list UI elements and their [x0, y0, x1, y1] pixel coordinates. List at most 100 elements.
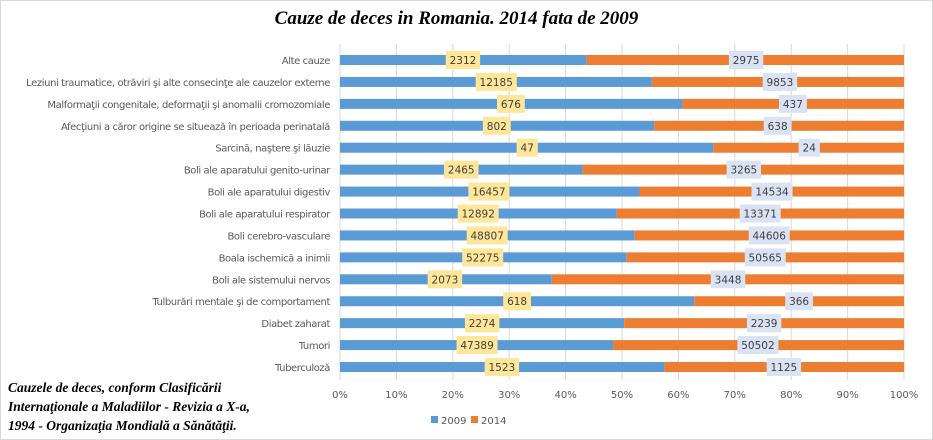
data-label-2009: 12892	[461, 209, 494, 221]
data-label-bg-2009	[457, 204, 499, 223]
category-label: Sarcină, naştere şi lăuzie	[215, 144, 330, 155]
data-label-2014: 1125	[771, 362, 798, 374]
data-label-bg-2014	[751, 182, 793, 201]
chart-title-text: Cauze de deces in Romania. 2014 fata de …	[274, 8, 639, 29]
x-tick-label: 30%	[498, 390, 520, 401]
x-tick-label: 80%	[780, 390, 802, 401]
x-tick-label: 20%	[442, 390, 464, 401]
bars	[340, 55, 904, 373]
x-tick-label: 10%	[385, 390, 407, 401]
x-tick-label: 90%	[836, 390, 858, 401]
category-label: Boli ale aparatului genito-urinar	[184, 166, 331, 177]
category-label: Malformaţii congenitale, deformaţii şi a…	[47, 100, 330, 111]
legend: 2009 2014	[431, 416, 506, 427]
data-label-2014: 3265	[730, 165, 757, 177]
data-label-bg-2014	[766, 358, 802, 377]
category-labels: Alte cauze Leziuni traumatice, otrăviri ş…	[26, 56, 332, 374]
data-label-bg-2009	[444, 160, 479, 179]
data-label-bg-2014	[785, 292, 813, 311]
annotation-line-2: Internaţionale a Maladiilor - Revizia a …	[8, 399, 250, 414]
data-label-2009: 52275	[466, 252, 499, 264]
data-label-bg-2009	[462, 248, 504, 267]
category-label: Tumori	[298, 341, 330, 352]
legend-swatch-2014	[471, 416, 478, 423]
data-label-2014: 44606	[753, 230, 787, 242]
data-label-bg-2009	[456, 336, 498, 355]
data-label-bg-2009	[496, 94, 525, 113]
data-label-bg-2009	[503, 292, 531, 311]
x-tick-label: 50%	[611, 390, 633, 401]
data-label-2014: 24	[803, 143, 817, 155]
x-tick-label: 60%	[667, 390, 689, 401]
data-label-2014: 3448	[715, 274, 742, 286]
data-label-2009: 1523	[489, 362, 516, 374]
data-label-2014: 50502	[741, 340, 774, 352]
category-label: Tulburări mentale şi de comportament	[151, 297, 330, 308]
data-label-bg-2014	[737, 336, 779, 355]
data-label-2014: 366	[789, 296, 809, 308]
data-label-2014: 2239	[751, 318, 778, 330]
data-label-2009: 47	[521, 143, 534, 155]
data-label-bg-2014	[739, 204, 781, 223]
data-label-2014: 13371	[743, 209, 776, 221]
data-label-2014: 9853	[767, 77, 794, 89]
annotation-line-3: 1994 - Organizaţia Mondială a Sănătăţii.	[8, 418, 237, 433]
category-label: Tuberculoză	[274, 363, 330, 374]
category-label: Boala ischemică a inimii	[219, 253, 330, 264]
data-label-bg-2014	[710, 270, 746, 289]
data-label-2014: 638	[768, 121, 788, 133]
data-label-2009: 618	[507, 296, 527, 308]
data-label-2009: 12185	[480, 77, 513, 89]
data-label-bg-2014	[746, 314, 782, 333]
source-annotation: Cauzele de deces, conform Clasificării I…	[8, 378, 328, 435]
data-labels: 2312 2975 12185 9853 676 437 802 638 47 24 2465 326…	[427, 51, 820, 377]
data-label-bg-2009	[464, 314, 500, 333]
data-label-2009: 802	[487, 121, 507, 133]
data-label-2009: 16457	[472, 187, 505, 199]
data-label-bg-2009	[445, 51, 481, 69]
data-label-2009: 676	[501, 99, 521, 111]
data-label-2009: 2465	[448, 165, 475, 177]
data-label-bg-2014	[748, 226, 790, 245]
data-label-2014: 437	[783, 99, 803, 111]
data-label-2009: 2312	[450, 55, 477, 67]
category-label: Boli ale aparatului digestiv	[208, 188, 331, 199]
data-label-bg-2014	[763, 116, 792, 135]
data-label-bg-2014	[744, 248, 786, 267]
category-label: Boli ale aparatului respirator	[199, 210, 331, 221]
data-label-bg-2009	[475, 72, 517, 91]
data-label-2009: 2274	[469, 318, 496, 330]
data-label-bg-2014	[728, 51, 764, 69]
data-label-bg-2009	[468, 182, 510, 201]
category-label: Alte cauze	[282, 56, 330, 67]
data-label-2009: 47389	[460, 340, 493, 352]
data-label-2009: 2073	[432, 274, 459, 286]
data-label-2014: 50565	[749, 252, 782, 264]
x-tick-label: 40%	[554, 390, 576, 401]
category-label: Leziuni traumatice, otrăviri şi alte con…	[26, 78, 330, 89]
data-label-bg-2009	[427, 270, 463, 289]
annotation-line-1: Cauzele de deces, conform Clasificării	[8, 380, 222, 395]
category-label: Afecţiuni a căror origine se situează în…	[61, 121, 330, 133]
data-label-2009: 48807	[471, 230, 504, 242]
category-label: Diabet zaharat	[261, 319, 330, 330]
data-label-bg-2009	[482, 116, 511, 135]
x-tick-label: 0%	[332, 390, 348, 401]
x-axis-ticks: 0% 10% 20% 30% 40% 50% 60% 70% 80% 90% 100%	[332, 390, 918, 401]
data-label-bg-2014	[726, 160, 762, 179]
data-label-bg-2009	[466, 226, 508, 245]
data-label-bg-2014	[778, 94, 807, 113]
data-label-2014: 2975	[733, 55, 760, 67]
data-label-bg-2009	[484, 358, 520, 377]
data-label-bg-2014	[798, 138, 820, 157]
category-label: Boli ale sistemului nervos	[212, 275, 330, 286]
legend-label-2009: 2009	[441, 416, 466, 427]
data-label-bg-2014	[762, 72, 798, 91]
data-label-2014: 14534	[755, 187, 789, 199]
category-label: Boli cerebro-vasculare	[227, 231, 330, 242]
x-tick-label: 100%	[890, 390, 919, 401]
x-tick-label: 70%	[724, 390, 746, 401]
chart-title: Cauze de deces in Romania. 2014 fata de …	[0, 8, 933, 30]
data-label-bg-2009	[516, 138, 538, 157]
